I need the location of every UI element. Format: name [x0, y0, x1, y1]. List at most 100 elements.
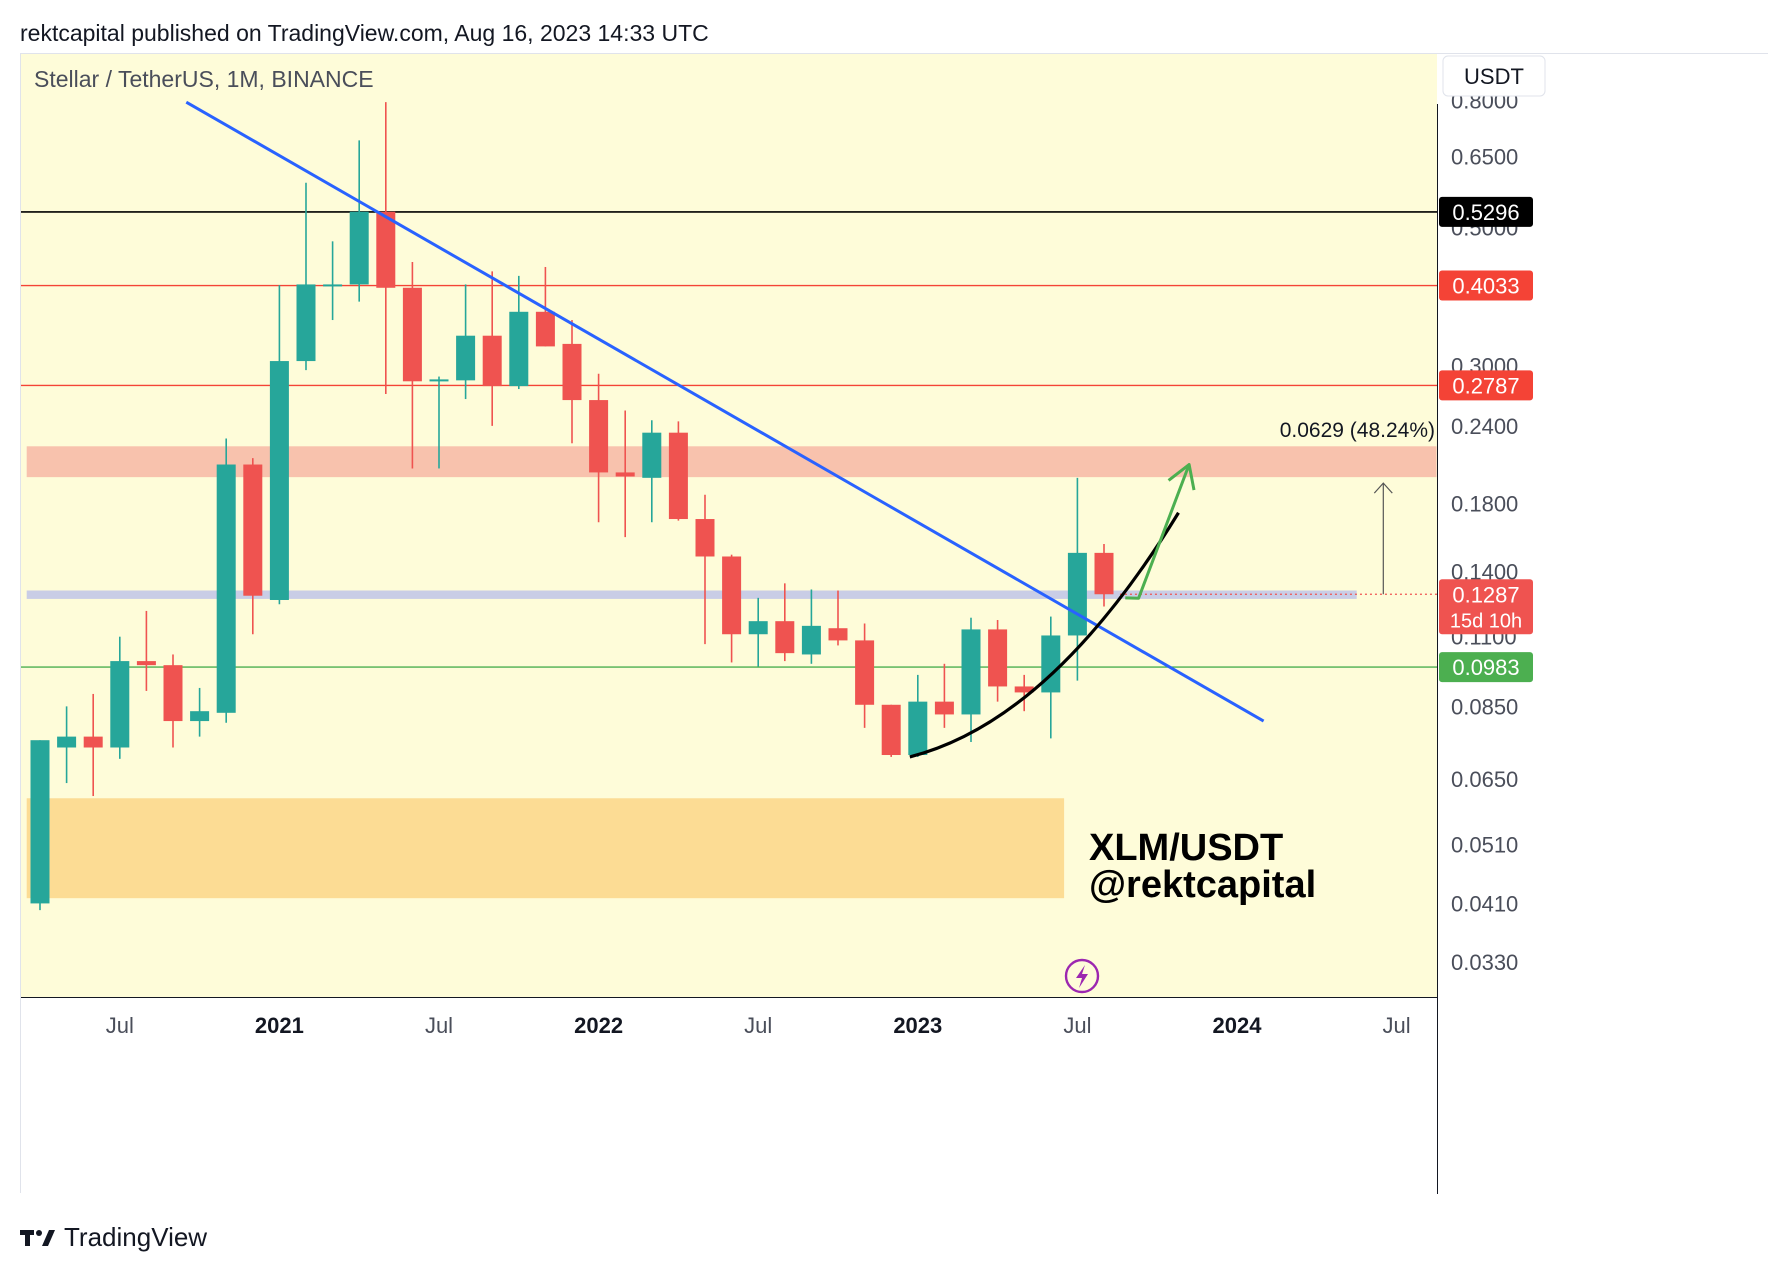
- candle-2020-11: [216, 438, 236, 723]
- level-badge-3: [1439, 652, 1533, 683]
- measure-arrowhead: [1373, 482, 1393, 494]
- y-tick-label: 0.0650: [1451, 767, 1518, 792]
- x-tick-label: Jul: [106, 1013, 134, 1038]
- candle-body: [961, 629, 981, 715]
- candle-2020-12: [243, 458, 263, 635]
- candle-body: [509, 311, 529, 387]
- y-tick-label: 0.0510: [1451, 832, 1518, 857]
- candle-body: [562, 343, 582, 401]
- current-price-label: 0.1287: [1452, 582, 1519, 607]
- candle-body: [83, 736, 103, 748]
- current-price-countdown: 15d 10h: [1450, 610, 1522, 632]
- candle-body: [163, 665, 183, 722]
- publisher-header: rektcapital published on TradingView.com…: [20, 20, 709, 46]
- candle-body: [642, 432, 662, 478]
- candle-2021-06: [402, 262, 422, 469]
- candle-body: [801, 625, 821, 655]
- resistance-zone: [26, 446, 1437, 478]
- candle-2021-04: [349, 140, 369, 302]
- candle-body: [243, 464, 263, 596]
- candle-body: [402, 287, 422, 382]
- candle-body: [216, 464, 236, 713]
- candle-2023-05: [1014, 674, 1034, 712]
- x-tick-label: 2022: [574, 1013, 623, 1038]
- candle-2022-07: [748, 597, 768, 667]
- currency-button[interactable]: [1442, 55, 1546, 97]
- level-badge-2: [1439, 370, 1533, 401]
- candle-2023-08: [1094, 544, 1114, 607]
- y-tick-label: 0.0850: [1451, 694, 1518, 719]
- candle-body: [110, 661, 130, 748]
- candle-body: [881, 704, 901, 756]
- candle-body: [748, 621, 768, 635]
- candle-2022-08: [775, 583, 795, 662]
- candle-2021-05: [376, 102, 396, 395]
- candle-body: [30, 740, 50, 904]
- y-tick-label: 0.6500: [1451, 145, 1518, 170]
- annotation-line2: @rektcapital: [1089, 864, 1316, 906]
- x-tick-label: 2023: [893, 1013, 942, 1038]
- level-badge-1: [1439, 270, 1533, 301]
- candle-2022-02: [615, 410, 635, 538]
- candle-body: [456, 335, 476, 381]
- x-tick-label: Jul: [1063, 1013, 1091, 1038]
- candle-body: [535, 311, 555, 347]
- candle-2022-12: [881, 704, 901, 757]
- candle-2020-04: [30, 740, 50, 911]
- footer-brand: TradingView: [64, 1222, 208, 1252]
- chart-title: Stellar / TetherUS, 1M, BINANCE: [34, 66, 374, 92]
- candle-2022-09: [801, 589, 821, 664]
- candle-2021-08: [456, 284, 476, 400]
- candle-2021-09: [482, 271, 502, 426]
- candle-2020-09: [163, 654, 183, 748]
- parabolic-curve: [909, 511, 1180, 759]
- candle-2020-07: [110, 636, 130, 759]
- candle-2021-11: [535, 266, 555, 347]
- trendline: [185, 100, 1265, 723]
- y-tick-label: 0.1800: [1451, 492, 1518, 517]
- y-tick-label: 0.0410: [1451, 891, 1518, 916]
- candle-body: [349, 211, 369, 285]
- candle-body: [1041, 635, 1061, 693]
- footer: TradingView: [20, 1222, 207, 1253]
- x-tick-label: Jul: [1383, 1013, 1411, 1038]
- candle-2023-01: [908, 674, 928, 757]
- candle-2023-02: [934, 663, 954, 728]
- level-badge-label: 0.4033: [1452, 274, 1519, 299]
- candle-body: [269, 361, 289, 600]
- candle-2022-06: [722, 554, 742, 663]
- candle-2022-01: [589, 373, 609, 523]
- candle-body: [908, 701, 928, 756]
- price-chart[interactable]: 0.0629 (48.24%) Stellar / TetherUS, 1M, B…: [21, 54, 1769, 1194]
- candle-2021-02: [296, 182, 316, 371]
- candle-2020-08: [136, 610, 156, 691]
- candle-body: [668, 432, 688, 520]
- tradingview-logo-icon: [20, 1229, 55, 1246]
- orange-zone: [26, 798, 1065, 899]
- candle-body: [855, 640, 875, 705]
- candle-body: [429, 379, 449, 382]
- level-badge-0: [1439, 196, 1533, 227]
- candle-body: [615, 472, 635, 477]
- x-tick-label: Jul: [744, 1013, 772, 1038]
- candle-body: [828, 628, 848, 641]
- currency-button-label: USDT: [1464, 64, 1524, 89]
- projection-arrow-head: [1167, 463, 1196, 491]
- x-tick-label: 2021: [255, 1013, 304, 1038]
- y-tick-label: 0.2400: [1451, 414, 1518, 439]
- plot-area: [21, 100, 1437, 911]
- level-badge-label: 0.2787: [1452, 373, 1519, 398]
- candle-body: [136, 661, 156, 666]
- candle-2021-01: [269, 285, 289, 605]
- candle-body: [296, 284, 316, 362]
- candle-2020-06: [83, 693, 103, 797]
- candle-body: [190, 711, 210, 722]
- candle-2021-12: [562, 320, 582, 444]
- lightning-icon: [1064, 958, 1100, 994]
- candle-body: [934, 701, 954, 715]
- candle-2023-04: [988, 620, 1008, 702]
- candle-2022-10: [828, 590, 848, 646]
- current-price-badge: [1439, 579, 1533, 635]
- lavender-band: [26, 590, 1357, 599]
- candle-body: [57, 736, 77, 748]
